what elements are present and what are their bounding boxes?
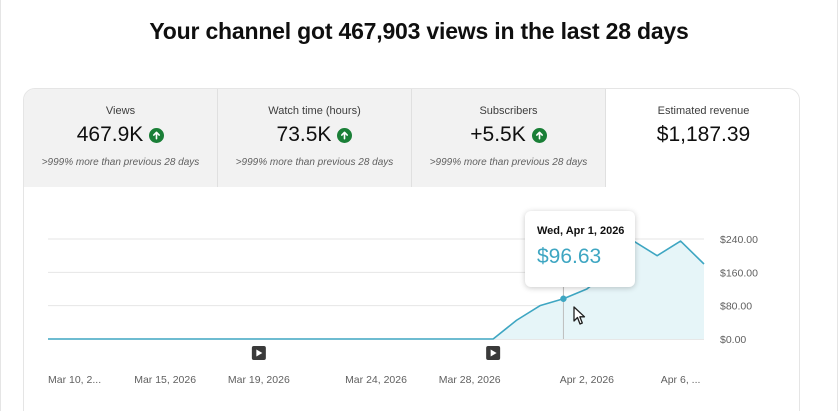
x-tick-label: Mar 28, 2026 <box>439 374 501 386</box>
metric-value: 467.9K <box>76 123 144 146</box>
x-tick-label: Mar 10, 2... <box>48 374 101 386</box>
tooltip-value: $96.63 <box>537 245 602 268</box>
x-tick-label: Mar 15, 2026 <box>134 374 196 386</box>
metric-label: Subscribers <box>479 105 538 117</box>
arrow-up-icon <box>531 127 547 143</box>
x-tick-label: Mar 19, 2026 <box>228 374 290 386</box>
metric-comparison: >999% more than previous 28 days <box>235 157 394 168</box>
arrow-up-icon <box>149 127 165 143</box>
metric-value-row: $1,187.39 <box>606 123 799 147</box>
y-tick-label: $160.00 <box>720 267 758 279</box>
chart-area-fill <box>493 241 704 339</box>
play-icon[interactable] <box>486 346 501 360</box>
metric-value: +5.5K <box>470 123 526 146</box>
metric-value-row: 73.5K <box>218 123 411 147</box>
mouse-pointer-icon <box>573 306 587 331</box>
analytics-card: Views 467.9K >999% more than previous 28… <box>23 88 800 411</box>
metric-tabs: Views 467.9K >999% more than previous 28… <box>24 89 799 187</box>
metric-tab-watch-time[interactable]: Watch time (hours) 73.5K >999% more than… <box>218 89 412 187</box>
x-tick-label: Apr 6, ... <box>661 374 701 386</box>
y-tick-label: $0.00 <box>720 334 746 346</box>
page-headline: Your channel got 467,903 views in the la… <box>149 18 689 44</box>
metric-value-row: +5.5K <box>412 123 605 147</box>
metric-label: Views <box>105 105 136 117</box>
play-icon[interactable] <box>251 346 266 360</box>
tooltip-date: Wed, Apr 1, 2026 <box>537 225 625 237</box>
metric-tab-subscribers[interactable]: Subscribers +5.5K >999% more than previo… <box>412 89 606 187</box>
metric-label: Estimated revenue <box>657 105 750 117</box>
metric-comparison: >999% more than previous 28 days <box>429 157 588 168</box>
metric-label: Watch time (hours) <box>268 105 361 117</box>
revenue-chart[interactable]: $0.00 $80.00 $160.00 $240.00 Mar 10, 2... Ma… <box>24 187 800 411</box>
y-tick-label: $80.00 <box>720 301 752 313</box>
metric-tab-views[interactable]: Views 467.9K >999% more than previous 28… <box>24 89 218 187</box>
metric-tab-revenue[interactable]: Estimated revenue $1,187.39 <box>606 89 799 187</box>
metric-value: 73.5K <box>276 123 332 146</box>
chart-tooltip: Wed, Apr 1, 2026 $96.63 <box>525 211 635 287</box>
x-tick-label: Mar 24, 2026 <box>345 374 407 386</box>
arrow-up-icon <box>337 127 353 143</box>
hover-data-point <box>560 295 567 302</box>
metric-value: $1,187.39 <box>656 123 751 146</box>
y-tick-label: $240.00 <box>720 234 758 246</box>
x-tick-label: Apr 2, 2026 <box>560 374 614 386</box>
metric-value-row: 467.9K <box>24 123 217 147</box>
metric-comparison: >999% more than previous 28 days <box>41 157 200 168</box>
